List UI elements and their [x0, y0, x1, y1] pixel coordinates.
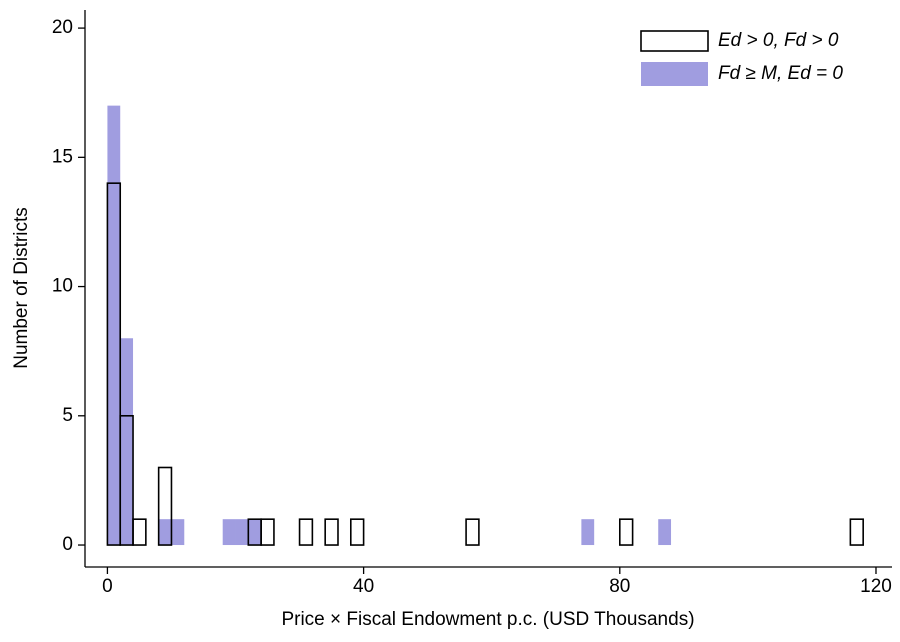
x-tick-label: 40 — [353, 576, 374, 597]
y-tick-label: 0 — [62, 534, 73, 555]
bar — [658, 519, 672, 546]
bar — [260, 518, 275, 546]
bar — [324, 518, 339, 546]
bar — [171, 519, 185, 546]
legend-label: Ed > 0, Fd > 0 — [718, 30, 839, 51]
legend-label: Fd ≥ M, Ed = 0 — [718, 63, 843, 84]
bar — [849, 518, 864, 546]
y-tick-label: 20 — [52, 17, 73, 38]
bar — [157, 466, 173, 546]
x-tick-label: 0 — [102, 576, 113, 597]
y-tick-label: 10 — [52, 276, 73, 297]
bar — [158, 519, 172, 546]
bar — [618, 518, 634, 546]
bar — [107, 105, 121, 546]
y-axis-title: Number of Districts — [11, 207, 32, 369]
y-tick-label: 5 — [62, 405, 73, 426]
x-axis-title: Price × Fiscal Endowment p.c. (USD Thous… — [281, 609, 694, 630]
bar — [120, 338, 134, 546]
y-tick-label: 15 — [52, 146, 73, 167]
bar — [349, 518, 365, 546]
bar — [132, 518, 147, 546]
bar — [235, 519, 249, 546]
bar — [581, 519, 595, 546]
legend-swatch — [641, 62, 708, 86]
bar — [465, 518, 480, 546]
bar — [119, 414, 134, 546]
bar — [298, 518, 314, 546]
x-tick-label: 120 — [860, 576, 892, 597]
x-tick-label: 80 — [609, 576, 630, 597]
bar — [222, 519, 236, 546]
legend-swatch — [640, 30, 709, 52]
bar — [248, 519, 262, 546]
bar — [106, 182, 122, 546]
